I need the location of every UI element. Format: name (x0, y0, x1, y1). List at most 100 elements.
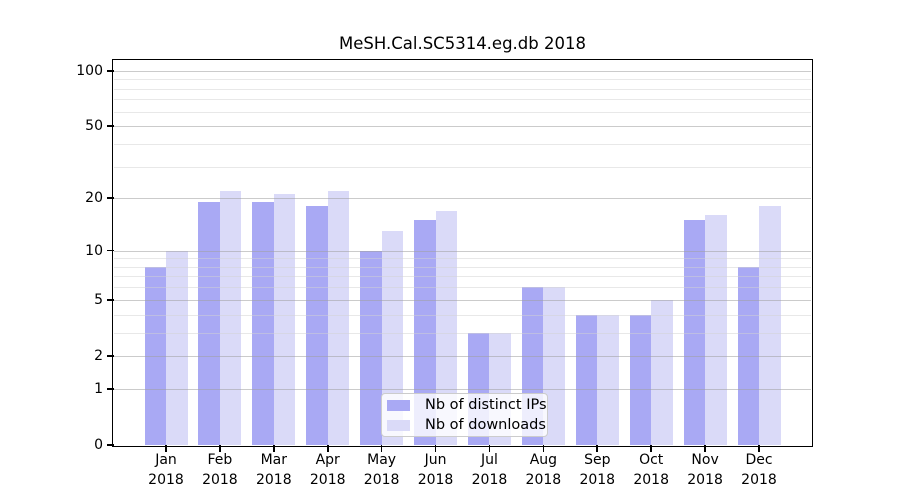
y-tick-label: 10 (85, 242, 103, 259)
gridline-minor (114, 166, 811, 168)
y-tick-mark (107, 444, 114, 446)
bar-nb-of-downloads (273, 194, 296, 445)
legend-item-downloads: Nb of downloads (387, 416, 547, 434)
gridline-minor (114, 79, 811, 81)
bar-nb-of-distinct-ips (306, 206, 328, 445)
x-tick-mark (650, 445, 652, 452)
bar-nb-of-downloads (219, 190, 242, 445)
gridline-major (114, 355, 811, 357)
x-tick-year: 2018 (309, 472, 346, 488)
bar-nb-of-downloads (327, 190, 350, 445)
gridline-major (114, 299, 811, 301)
bar-nb-of-downloads (597, 314, 619, 445)
x-tick-year: 2018 (741, 472, 777, 488)
bar-nb-of-downloads (435, 210, 458, 445)
x-tick-year: 2018 (525, 472, 562, 488)
y-tick-mark (107, 298, 114, 301)
x-tick-mark (165, 445, 167, 452)
gridline-major (114, 126, 811, 128)
x-tick-label: Jun 2018 (396, 450, 476, 490)
gridline-minor (114, 287, 811, 289)
bar-nb-of-distinct-ips (575, 314, 598, 445)
x-tick-mark (758, 445, 760, 452)
gridline-minor (114, 258, 811, 260)
y-tick-label: 20 (85, 190, 103, 207)
x-tick-mark (488, 445, 491, 452)
x-tick-year: 2018 (148, 472, 184, 488)
y-tick-mark (107, 388, 114, 390)
gridline-major (114, 70, 811, 72)
gridline-major (114, 198, 811, 200)
x-tick-label: Aug 2018 (503, 450, 583, 490)
bar-nb-of-downloads (759, 206, 781, 445)
x-tick-month: Mar (260, 452, 288, 468)
bar-nb-of-downloads (651, 299, 673, 445)
bar-nb-of-downloads (381, 231, 404, 445)
y-tick-label: 2 (94, 347, 103, 364)
x-tick-mark (380, 445, 383, 452)
legend-label-downloads: Nb of downloads (425, 417, 546, 433)
x-tick-month: Dec (745, 452, 773, 468)
x-tick-month: May (367, 452, 397, 468)
gridline-minor (114, 266, 811, 268)
x-tick-mark (219, 445, 221, 452)
y-tick-mark (107, 197, 114, 199)
chart-title: MeSH.Cal.SC5314.eg.db 2018 (339, 34, 586, 53)
x-tick-month: Oct (639, 452, 664, 468)
gridline-minor (114, 314, 811, 316)
bar-nb-of-downloads (166, 250, 188, 445)
bar-nb-of-distinct-ips (144, 266, 166, 445)
x-tick-label: Jul 2018 (449, 450, 529, 490)
x-tick-label: Feb 2018 (180, 450, 260, 490)
x-tick-month: Sep (584, 452, 611, 468)
gridline-minor (114, 99, 811, 101)
x-tick-mark (434, 445, 437, 452)
x-tick-month: Jun (424, 452, 447, 468)
x-tick-label: Sep 2018 (557, 450, 637, 490)
x-tick-year: 2018 (633, 472, 669, 488)
x-tick-year: 2018 (579, 472, 616, 488)
x-tick-mark (596, 445, 599, 452)
y-tick-mark (107, 70, 114, 72)
x-tick-year: 2018 (202, 472, 238, 488)
gridline-major (114, 388, 811, 390)
plot-area (114, 61, 811, 445)
gridline-minor (114, 143, 811, 145)
x-tick-month: Apr (315, 452, 340, 468)
gridline-minor (114, 111, 811, 113)
bar-nb-of-distinct-ips (198, 202, 220, 445)
bar-nb-of-downloads (705, 215, 727, 445)
legend-swatch-distinct-ips (387, 399, 410, 411)
y-tick-label: 50 (85, 118, 103, 135)
x-tick-month: Jul (481, 452, 498, 468)
x-tick-year: 2018 (255, 472, 292, 488)
bar-nb-of-distinct-ips (252, 202, 274, 445)
y-tick-mark (107, 355, 114, 357)
x-tick-label: Mar 2018 (234, 450, 314, 490)
x-tick-month: Jan (155, 452, 177, 468)
x-tick-year: 2018 (687, 472, 723, 488)
legend-item-distinct-ips: Nb of distinct IPs (387, 396, 547, 414)
legend: Nb of distinct IPs Nb of downloads (381, 393, 548, 437)
x-tick-year: 2018 (363, 472, 400, 488)
x-tick-month: Feb (207, 452, 233, 468)
x-tick-year: 2018 (417, 472, 454, 488)
x-tick-mark (542, 445, 545, 452)
y-tick-mark (107, 249, 114, 252)
x-tick-label: May 2018 (342, 450, 422, 490)
x-tick-label: Nov 2018 (665, 450, 745, 490)
x-tick-label: Apr 2018 (288, 450, 368, 490)
x-tick-mark (326, 445, 329, 452)
y-tick-label: 100 (76, 62, 103, 79)
bar-nb-of-distinct-ips (360, 250, 382, 445)
gridline-major (114, 250, 811, 252)
gridline-minor (114, 276, 811, 278)
y-tick-label: 0 (94, 437, 103, 453)
y-tick-mark (107, 125, 114, 127)
bar-nb-of-distinct-ips (737, 266, 759, 445)
bar-nb-of-distinct-ips (629, 314, 652, 445)
gridline-minor (114, 88, 811, 90)
legend-swatch-downloads (387, 419, 410, 431)
legend-label-distinct-ips: Nb of distinct IPs (425, 397, 547, 413)
